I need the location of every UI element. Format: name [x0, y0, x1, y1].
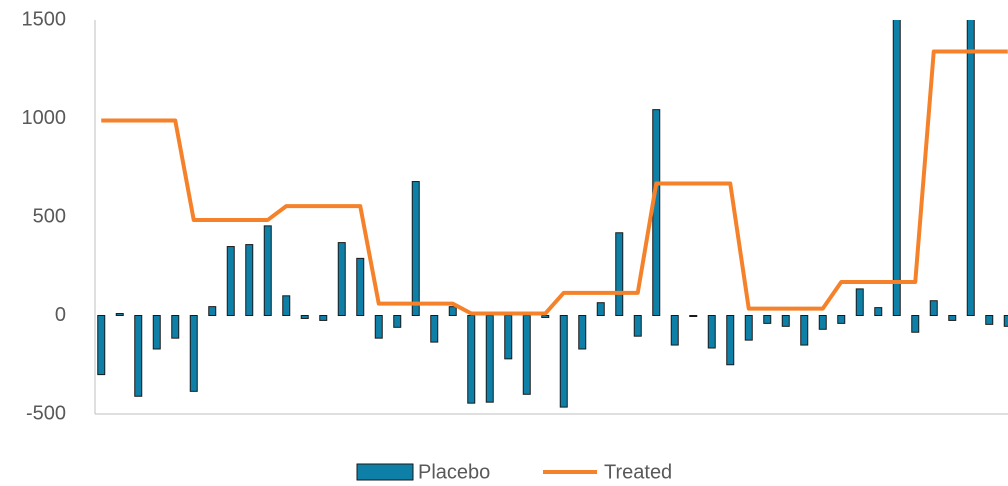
bar: [152, 315, 161, 350]
bar: [596, 302, 605, 317]
bar: [763, 315, 772, 324]
legend-label: Treated: [604, 461, 672, 483]
y-tick-label: 0: [55, 304, 66, 326]
bar: [356, 257, 365, 316]
bar: [208, 306, 217, 317]
bar: [689, 315, 698, 317]
line: [101, 49, 1008, 316]
y-tick-label: -500: [26, 402, 66, 424]
legend-swatch: [356, 463, 414, 481]
bar: [578, 315, 587, 350]
bar: [522, 315, 531, 395]
bar: [707, 315, 716, 349]
bar: [948, 315, 957, 321]
bar: [430, 315, 439, 343]
bar: [837, 315, 846, 324]
y-tick-label: 1000: [22, 107, 67, 129]
bar: [781, 315, 790, 327]
bar: [615, 232, 624, 316]
bar: [652, 109, 661, 317]
plot-area: [97, 20, 1008, 408]
bar: [800, 315, 809, 346]
bar: [1003, 315, 1008, 327]
bar: [467, 315, 476, 404]
bar: [411, 181, 420, 316]
bar: [985, 315, 994, 325]
bar: [911, 315, 920, 333]
bar: [115, 313, 124, 316]
bar: [374, 315, 383, 339]
bar: [744, 315, 753, 341]
bar: [300, 315, 309, 319]
bar: [633, 315, 642, 337]
bar: [448, 306, 457, 317]
y-tick-label: 1500: [22, 8, 67, 30]
bar: [559, 315, 568, 408]
bar: [134, 315, 143, 397]
legend-label: Placebo: [418, 461, 490, 483]
bar: [171, 315, 180, 339]
bar: [966, 20, 975, 317]
bar: [282, 295, 291, 316]
bar: [319, 315, 328, 321]
bar: [393, 315, 402, 328]
bar: [226, 246, 235, 316]
bar: [189, 315, 198, 392]
bar: [670, 315, 679, 346]
bar: [929, 300, 938, 317]
bar: [892, 20, 901, 317]
bar: [855, 288, 864, 316]
bar: [485, 315, 494, 403]
bar: [97, 315, 106, 376]
bar: [337, 242, 346, 316]
bar: [245, 244, 254, 316]
bar: [726, 315, 735, 366]
bar: [818, 315, 827, 330]
bar: [541, 315, 550, 318]
bar: [263, 225, 272, 317]
bar: [874, 307, 883, 316]
bar: [504, 315, 513, 360]
y-tick-label: 500: [33, 205, 66, 227]
